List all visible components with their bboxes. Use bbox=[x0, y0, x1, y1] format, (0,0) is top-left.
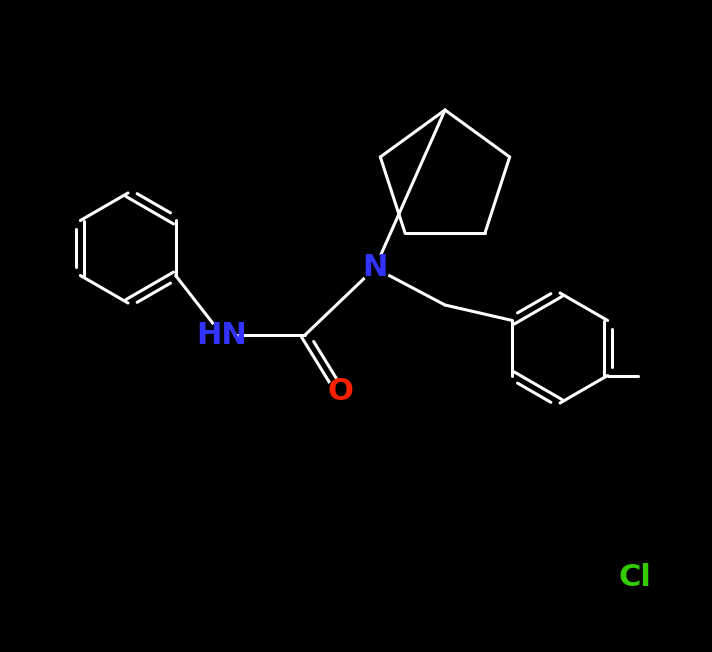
Text: N: N bbox=[362, 254, 388, 282]
Text: Cl: Cl bbox=[619, 563, 651, 593]
Text: O: O bbox=[327, 378, 353, 406]
Text: HN: HN bbox=[197, 321, 247, 349]
